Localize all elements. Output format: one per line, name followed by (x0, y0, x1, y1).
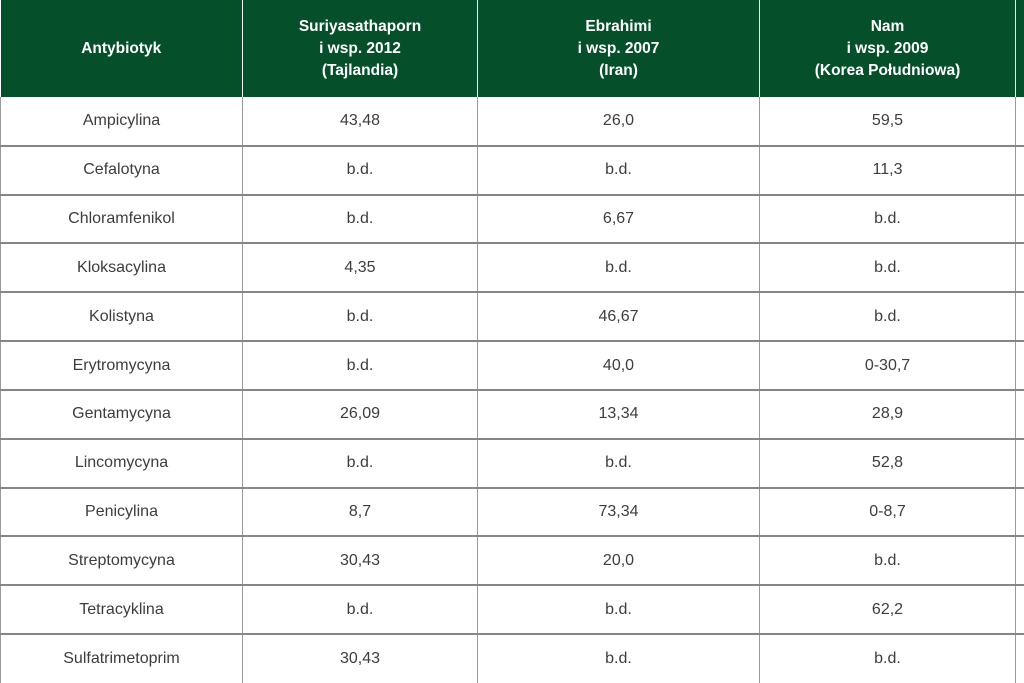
antibiotic-name: Streptomycyna (0, 535, 243, 586)
edge-sliver-cell (1015, 633, 1024, 683)
value-cell: b.d. (242, 291, 478, 342)
edge-sliver-cell (1015, 584, 1024, 635)
value-cell: b.d. (759, 193, 1016, 244)
antibiotic-name: Erytromycyna (0, 340, 243, 390)
antibiotic-name: Lincomycyna (0, 437, 243, 488)
value-cell: 46,67 (477, 291, 760, 342)
edge-sliver-cell (1015, 242, 1024, 293)
value-cell: 13,34 (477, 388, 760, 439)
antibiotic-name: Chloramfenikol (0, 193, 243, 244)
value-cell: b.d. (759, 242, 1016, 293)
edge-sliver-cell (1015, 437, 1024, 488)
table-row: Kolistyna b.d. 46,67 b.d. (0, 291, 1024, 342)
value-cell: b.d. (477, 437, 760, 488)
table-row: Sulfatrimetoprim 30,43 b.d. b.d. (0, 633, 1024, 683)
edge-sliver-cell (1015, 486, 1024, 537)
value-cell: 26,0 (477, 97, 760, 146)
value-cell: 40,0 (477, 340, 760, 390)
value-cell: b.d. (242, 437, 478, 488)
edge-sliver-cell (1015, 144, 1024, 195)
value-cell: b.d. (759, 291, 1016, 342)
antibiotic-name: Penicylina (0, 486, 243, 537)
table-row: Gentamycyna 26,09 13,34 28,9 (0, 388, 1024, 439)
edge-sliver-cell (1015, 340, 1024, 390)
table-row: Chloramfenikol b.d. 6,67 b.d. (0, 193, 1024, 244)
table-row: Cefalotyna b.d. b.d. 11,3 (0, 144, 1024, 195)
value-cell: b.d. (477, 242, 760, 293)
value-cell: 30,43 (242, 535, 478, 586)
value-cell: b.d. (242, 193, 478, 244)
column-header-study-nam: Nam i wsp. 2009 (Korea Południowa) (759, 0, 1016, 97)
value-cell: b.d. (759, 633, 1016, 683)
value-cell: 59,5 (759, 97, 1016, 146)
table-row: Ampicylina 43,48 26,0 59,5 (0, 97, 1024, 146)
table-body: Ampicylina 43,48 26,0 59,5 Cefalotyna b.… (0, 97, 1024, 683)
value-cell: 8,7 (242, 486, 478, 537)
value-cell: 28,9 (759, 388, 1016, 439)
value-cell: b.d. (242, 144, 478, 195)
table-row: Streptomycyna 30,43 20,0 b.d. (0, 535, 1024, 586)
antibiotic-name: Tetracyklina (0, 584, 243, 635)
value-cell: b.d. (759, 535, 1016, 586)
antibiotic-name: Gentamycyna (0, 388, 243, 439)
value-cell: 0-8,7 (759, 486, 1016, 537)
value-cell: b.d. (242, 340, 478, 390)
edge-sliver-cell (1015, 291, 1024, 342)
edge-sliver-cell (1015, 193, 1024, 244)
value-cell: b.d. (477, 633, 760, 683)
antibiotic-name: Ampicylina (0, 97, 243, 146)
table-row: Penicylina 8,7 73,34 0-8,7 (0, 486, 1024, 537)
antibiotic-name: Sulfatrimetoprim (0, 633, 243, 683)
antibiotic-name: Kolistyna (0, 291, 243, 342)
column-header-antibiotic: Antybiotyk (0, 0, 243, 97)
value-cell: 62,2 (759, 584, 1016, 635)
value-cell: 43,48 (242, 97, 478, 146)
value-cell: 11,3 (759, 144, 1016, 195)
column-header-study-ebrahimi: Ebrahimi i wsp. 2007 (Iran) (477, 0, 760, 97)
value-cell: 6,67 (477, 193, 760, 244)
value-cell: b.d. (477, 144, 760, 195)
table-row: Kloksacylina 4,35 b.d. b.d. (0, 242, 1024, 293)
value-cell: 0-30,7 (759, 340, 1016, 390)
header-row: Antybiotyk Suriyasathaporn i wsp. 2012 (… (0, 0, 1024, 97)
value-cell: 4,35 (242, 242, 478, 293)
value-cell: 26,09 (242, 388, 478, 439)
column-header-study-suriyasathaporn: Suriyasathaporn i wsp. 2012 (Tajlandia) (242, 0, 478, 97)
table-row: Lincomycyna b.d. b.d. 52,8 (0, 437, 1024, 488)
edge-sliver-cell (1015, 388, 1024, 439)
edge-sliver-cell (1015, 97, 1024, 146)
value-cell: b.d. (477, 584, 760, 635)
table-row: Erytromycyna b.d. 40,0 0-30,7 (0, 340, 1024, 390)
value-cell: 30,43 (242, 633, 478, 683)
table-row: Tetracyklina b.d. b.d. 62,2 (0, 584, 1024, 635)
edge-sliver-cell (1015, 535, 1024, 586)
value-cell: 52,8 (759, 437, 1016, 488)
header-edge-sliver (1015, 0, 1024, 97)
value-cell: 20,0 (477, 535, 760, 586)
antibiotic-name: Kloksacylina (0, 242, 243, 293)
value-cell: b.d. (242, 584, 478, 635)
antibiotic-name: Cefalotyna (0, 144, 243, 195)
value-cell: 73,34 (477, 486, 760, 537)
